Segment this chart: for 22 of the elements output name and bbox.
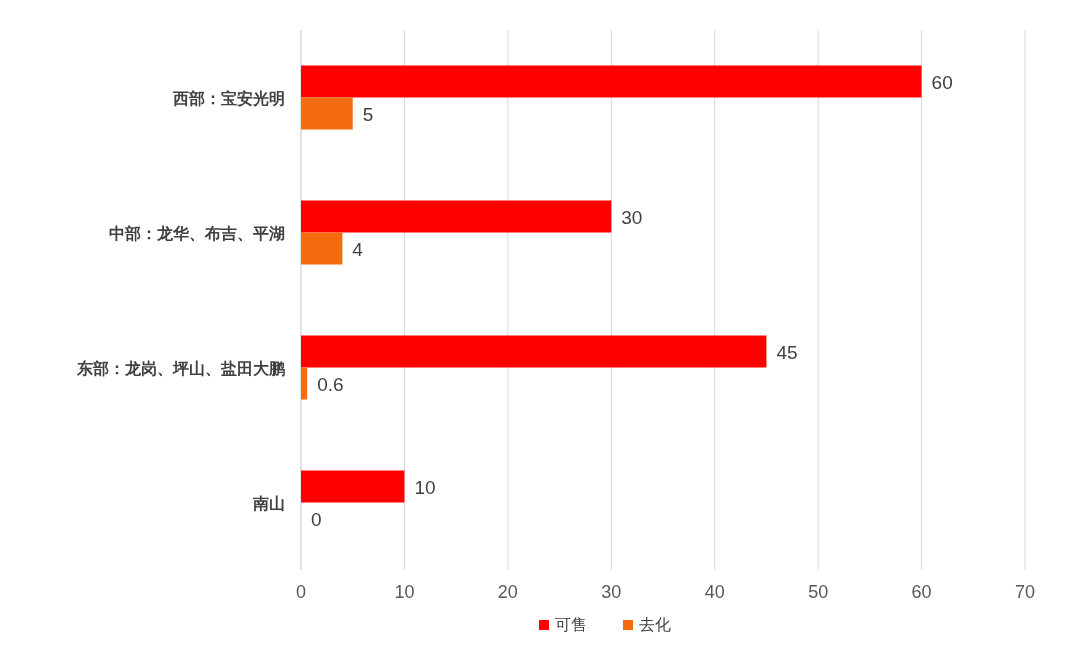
x-tick-label: 30 bbox=[601, 582, 622, 602]
data-label: 0 bbox=[311, 508, 322, 530]
data-label: 0.6 bbox=[317, 373, 344, 395]
data-label: 60 bbox=[931, 71, 953, 93]
x-tick-label: 0 bbox=[295, 582, 307, 602]
legend-label: 可售 bbox=[555, 615, 587, 634]
x-tick-label: 50 bbox=[808, 582, 829, 602]
data-label: 45 bbox=[776, 341, 798, 363]
data-label: 30 bbox=[621, 206, 643, 228]
legend-label: 去化 bbox=[639, 615, 671, 634]
data-label: 5 bbox=[362, 103, 374, 125]
x-tick-label: 40 bbox=[704, 582, 725, 602]
data-label: 10 bbox=[414, 476, 436, 498]
y-tick-label: 中部：龙华、布吉、平湖 bbox=[109, 223, 285, 243]
y-tick-label: 西部：宝安光明 bbox=[172, 88, 285, 108]
y-tick-label: 东部：龙岗、坪山、盐田大鹏 bbox=[76, 358, 285, 378]
x-tick-label: 60 bbox=[911, 582, 932, 602]
x-tick-label: 20 bbox=[497, 582, 518, 602]
x-tick-label: 70 bbox=[1014, 582, 1036, 602]
y-tick-label: 南山 bbox=[252, 493, 285, 513]
x-tick-label: 10 bbox=[394, 582, 415, 602]
data-label: 4 bbox=[352, 238, 364, 260]
